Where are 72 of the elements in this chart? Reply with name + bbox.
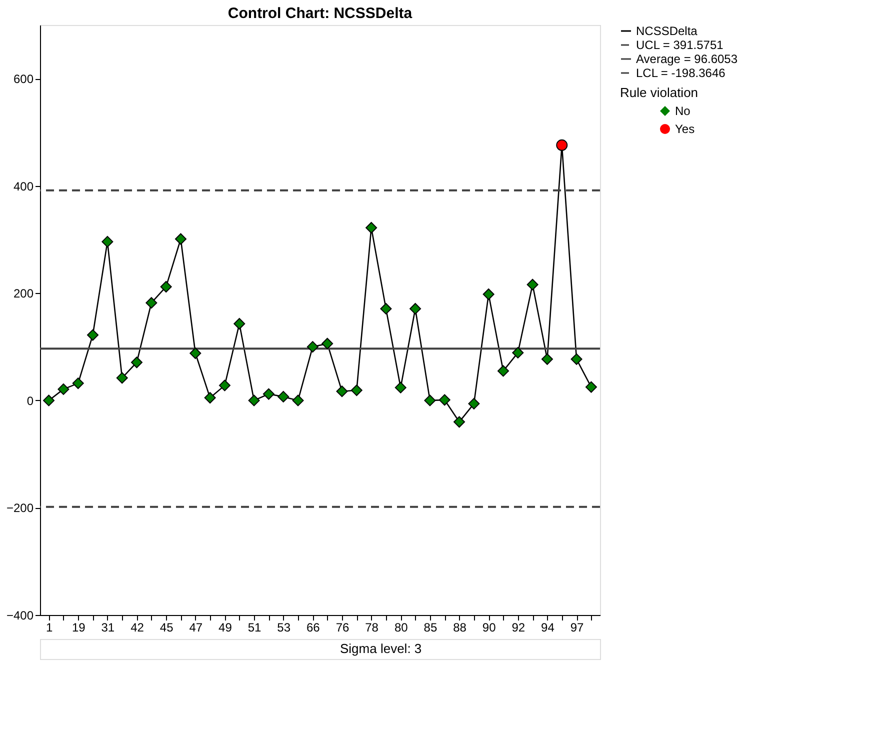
point [585,381,597,393]
point [498,365,509,377]
point [58,383,70,395]
point [234,318,246,330]
x-tick-label: 85 [424,620,438,634]
y-tick-label: 200 [13,286,34,301]
x-tick-label: 66 [306,620,320,634]
point [526,278,538,290]
point [454,416,466,428]
x-tick-label: 94 [541,620,555,634]
point [410,302,422,314]
x-tick-label: 47 [189,620,203,634]
point [218,380,230,392]
x-tick-label: 97 [570,620,584,634]
legend-label: Yes [675,122,695,136]
x-tick-label: 49 [218,620,232,634]
point [262,388,274,400]
x-tick-label: 53 [277,620,291,634]
point [292,394,304,406]
x-tick-label: 78 [365,620,379,634]
x-tick-label: 42 [130,620,144,634]
x-tick-label: 1 [46,620,53,634]
legend-label: UCL = 391.5751 [636,38,724,52]
point [322,338,334,350]
point [380,302,392,314]
x-tick-label: 51 [248,620,262,634]
point [204,392,216,404]
point [160,281,172,292]
legend-label: NCSSDelta [636,24,698,38]
legend-label: Average = 96.6053 [636,52,738,66]
y-tick-label: −400 [6,608,34,622]
point [438,394,450,406]
point [278,390,290,402]
point [72,378,84,390]
point [336,386,348,398]
x-tick-label: 31 [101,620,115,634]
x-tick-label: 90 [482,620,496,634]
x-tick-label: 19 [72,620,86,634]
point [512,346,524,358]
point [146,297,158,309]
point [174,233,186,245]
x-tick-label: 45 [160,620,174,634]
x-tick-label: 80 [394,620,408,634]
y-tick-label: 600 [13,72,34,86]
y-tick-label: 0 [26,394,34,408]
point [350,384,362,396]
y-tick-label: −200 [6,501,34,516]
point [556,139,568,151]
legend-label: No [675,104,691,118]
point [43,394,55,406]
point [102,236,114,248]
x-tick-label: 76 [336,620,350,634]
point [424,394,436,406]
legend-title: Rule violation [620,85,698,100]
point [87,329,99,341]
x-tick-label: 92 [512,620,526,634]
point [482,288,494,300]
point [570,353,582,365]
point [394,382,406,394]
point [190,348,202,359]
point [116,372,128,384]
text: Sigma level: 3 [340,641,422,656]
y-tick-label: 400 [13,179,34,194]
chart-title: Control Chart: NCSSDelta [228,5,413,22]
point [131,356,142,368]
point [248,394,260,406]
x-tick-label: 88 [453,620,467,634]
point [306,341,318,353]
point [541,353,553,365]
point [366,222,378,234]
legend-label: LCL = -198.3646 [636,66,726,80]
point [468,398,480,410]
